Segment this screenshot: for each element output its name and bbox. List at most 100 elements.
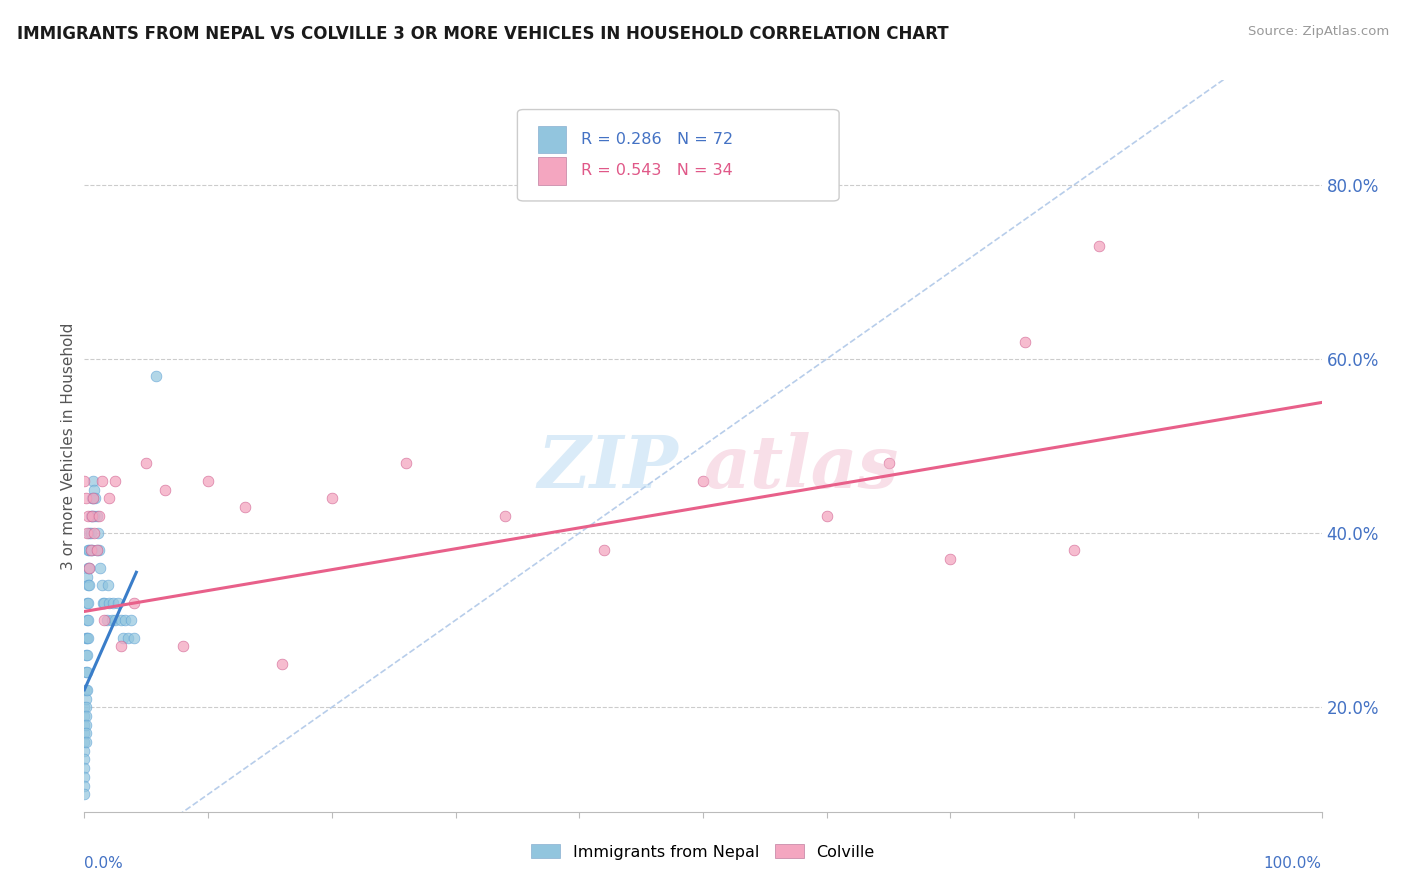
- Point: [77, 508, 100, 523]
- Point: [76, 596, 98, 610]
- Y-axis label: 3 or more Vehicles in Household: 3 or more Vehicles in Household: [60, 322, 76, 570]
- Point: [107, 596, 129, 610]
- Point: [76, 569, 98, 583]
- Point: [75, 631, 97, 645]
- Point: [73, 700, 96, 714]
- Point: [77, 561, 100, 575]
- Point: [73, 787, 96, 801]
- Point: [77, 543, 100, 558]
- Point: [93, 613, 115, 627]
- Point: [73, 770, 96, 784]
- Text: R = 0.286   N = 72: R = 0.286 N = 72: [581, 132, 733, 147]
- Point: [1014, 334, 1036, 349]
- Point: [76, 631, 98, 645]
- Point: [233, 500, 256, 514]
- Point: [77, 631, 100, 645]
- Point: [97, 578, 120, 592]
- Point: [80, 508, 103, 523]
- Text: Source: ZipAtlas.com: Source: ZipAtlas.com: [1249, 25, 1389, 38]
- Point: [79, 526, 101, 541]
- Point: [122, 631, 145, 645]
- Point: [82, 491, 104, 506]
- Point: [82, 474, 104, 488]
- Point: [877, 457, 900, 471]
- Point: [77, 613, 100, 627]
- Point: [172, 640, 194, 654]
- Point: [73, 752, 96, 766]
- Point: [197, 474, 219, 488]
- Point: [494, 508, 516, 523]
- Point: [145, 369, 167, 384]
- Point: [75, 700, 97, 714]
- Point: [76, 526, 98, 541]
- Point: [76, 665, 98, 680]
- Point: [89, 508, 111, 523]
- Point: [120, 613, 142, 627]
- Point: [73, 735, 96, 749]
- Text: R = 0.543   N = 34: R = 0.543 N = 34: [581, 163, 733, 178]
- Point: [939, 552, 962, 566]
- Point: [79, 561, 101, 575]
- Point: [98, 596, 121, 610]
- Point: [110, 613, 132, 627]
- Point: [98, 491, 121, 506]
- Point: [96, 613, 118, 627]
- Point: [79, 543, 101, 558]
- Point: [104, 474, 127, 488]
- Point: [73, 717, 96, 731]
- Point: [83, 508, 105, 523]
- Text: IMMIGRANTS FROM NEPAL VS COLVILLE 3 OR MORE VEHICLES IN HOUSEHOLD CORRELATION CH: IMMIGRANTS FROM NEPAL VS COLVILLE 3 OR M…: [17, 25, 949, 43]
- Point: [87, 526, 110, 541]
- Point: [80, 491, 103, 506]
- FancyBboxPatch shape: [538, 126, 565, 153]
- Point: [593, 543, 616, 558]
- Point: [83, 526, 105, 541]
- Point: [153, 483, 176, 497]
- Point: [73, 474, 96, 488]
- Point: [76, 613, 98, 627]
- Point: [86, 543, 108, 558]
- Point: [1063, 543, 1085, 558]
- Point: [75, 735, 97, 749]
- Point: [80, 543, 103, 558]
- Point: [86, 508, 108, 523]
- Point: [89, 561, 111, 575]
- Point: [79, 578, 101, 592]
- Point: [75, 648, 97, 662]
- Point: [90, 578, 112, 592]
- Point: [75, 717, 97, 731]
- Legend: Immigrants from Nepal, Colville: Immigrants from Nepal, Colville: [524, 838, 882, 866]
- Point: [91, 596, 114, 610]
- Point: [73, 744, 96, 758]
- Point: [1088, 238, 1111, 252]
- Point: [73, 726, 96, 740]
- FancyBboxPatch shape: [517, 110, 839, 201]
- Point: [75, 682, 97, 697]
- Point: [73, 761, 96, 775]
- Point: [117, 631, 139, 645]
- FancyBboxPatch shape: [538, 157, 565, 185]
- Point: [75, 691, 97, 706]
- Text: 100.0%: 100.0%: [1264, 855, 1322, 871]
- Point: [75, 726, 97, 740]
- Point: [77, 596, 100, 610]
- Point: [321, 491, 343, 506]
- Point: [79, 561, 101, 575]
- Point: [90, 474, 112, 488]
- Text: ZIP: ZIP: [537, 433, 678, 503]
- Point: [75, 665, 97, 680]
- Point: [135, 457, 157, 471]
- Point: [73, 779, 96, 793]
- Point: [73, 682, 96, 697]
- Point: [76, 648, 98, 662]
- Point: [104, 613, 127, 627]
- Point: [114, 613, 136, 627]
- Point: [73, 709, 96, 723]
- Text: 0.0%: 0.0%: [84, 855, 124, 871]
- Point: [80, 508, 103, 523]
- Point: [79, 526, 101, 541]
- Point: [122, 596, 145, 610]
- Point: [271, 657, 294, 671]
- Point: [75, 709, 97, 723]
- Point: [79, 543, 101, 558]
